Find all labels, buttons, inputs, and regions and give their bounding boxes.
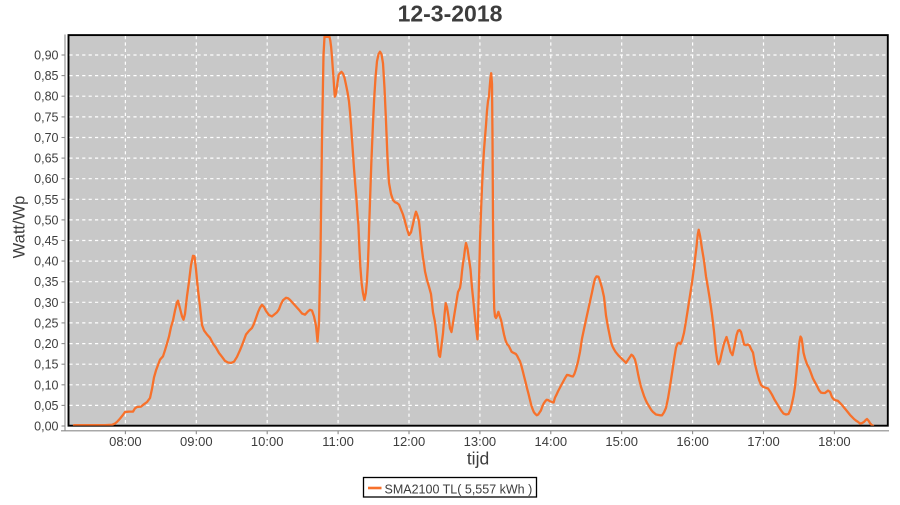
svg-text:0,50: 0,50 [34,213,58,227]
svg-text:tijd: tijd [467,449,489,469]
svg-text:08:00: 08:00 [109,434,142,449]
svg-text:0,70: 0,70 [34,131,58,145]
svg-text:Watt/Wp: Watt/Wp [11,196,29,259]
svg-text:0,40: 0,40 [34,255,58,269]
svg-text:14:00: 14:00 [535,434,568,449]
svg-text:17:00: 17:00 [747,434,780,449]
svg-text:0,55: 0,55 [34,193,58,207]
svg-text:11:00: 11:00 [322,434,354,449]
svg-text:0,30: 0,30 [34,296,58,310]
svg-text:0,10: 0,10 [34,378,58,392]
svg-text:0,20: 0,20 [34,337,58,351]
svg-text:13:00: 13:00 [464,434,497,449]
svg-text:0,05: 0,05 [34,399,58,413]
svg-text:12-3-2018: 12-3-2018 [398,1,503,27]
svg-text:16:00: 16:00 [676,434,709,449]
svg-text:SMA2100 TL( 5,557 kWh ): SMA2100 TL( 5,557 kWh ) [385,483,533,497]
svg-text:0,00: 0,00 [34,420,58,434]
svg-text:0,15: 0,15 [34,358,58,372]
svg-text:0,75: 0,75 [34,110,58,124]
svg-text:0,45: 0,45 [34,234,58,248]
svg-text:12:00: 12:00 [393,434,426,449]
svg-text:0,35: 0,35 [34,275,58,289]
svg-text:0,60: 0,60 [34,172,58,186]
svg-text:0,80: 0,80 [34,90,58,104]
svg-text:15:00: 15:00 [605,434,638,449]
svg-text:18:00: 18:00 [818,434,851,449]
svg-text:10:00: 10:00 [251,434,284,449]
svg-text:0,25: 0,25 [34,316,58,330]
svg-text:09:00: 09:00 [180,434,213,449]
svg-text:0,85: 0,85 [34,69,58,83]
svg-text:0,90: 0,90 [34,49,58,63]
svg-text:0,65: 0,65 [34,152,58,166]
